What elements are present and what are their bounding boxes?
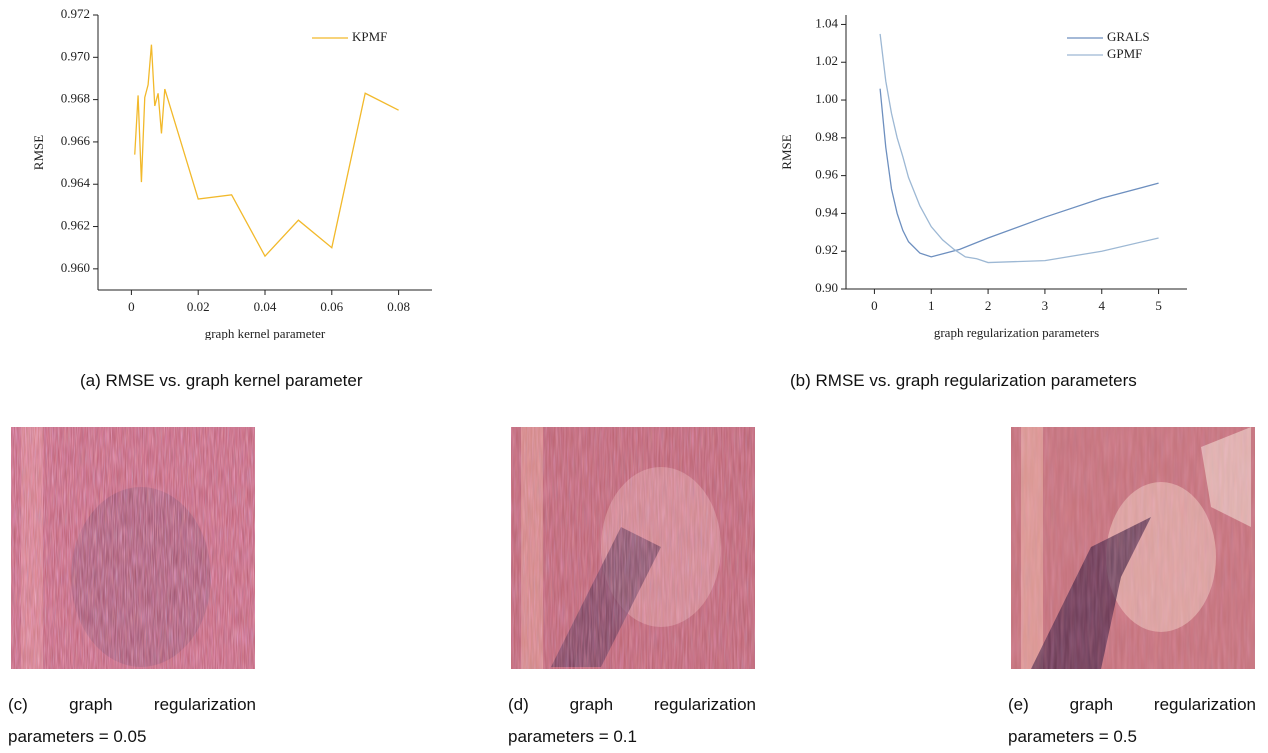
x-tick-label: 0 xyxy=(128,299,135,314)
caption-line: (c) graph regularization xyxy=(8,689,256,721)
caption: (b) RMSE vs. graph regularization parame… xyxy=(790,371,1137,391)
image xyxy=(1011,427,1255,669)
y-tick-label: 1.00 xyxy=(815,91,838,106)
legend-label: KPMF xyxy=(352,29,387,44)
page: 0.9600.9620.9640.9660.9680.9700.97200.02… xyxy=(0,0,1268,752)
x-tick-label: 2 xyxy=(985,298,992,313)
y-axis-label: RMSE xyxy=(31,135,46,170)
x-tick-label: 0 xyxy=(871,298,878,313)
y-tick-label: 0.92 xyxy=(815,242,838,257)
series-line xyxy=(880,89,1158,257)
series-line xyxy=(135,45,399,257)
caption: (a) RMSE vs. graph kernel parameter xyxy=(80,371,363,391)
y-tick-label: 0.94 xyxy=(815,204,838,219)
y-tick-label: 0.96 xyxy=(815,167,838,182)
y-tick-label: 0.964 xyxy=(61,175,91,190)
y-axis-label: RMSE xyxy=(779,134,794,169)
x-axis-label: graph regularization parameters xyxy=(934,325,1099,340)
x-tick-label: 3 xyxy=(1042,298,1049,313)
series-line xyxy=(880,34,1158,263)
x-tick-label: 0.02 xyxy=(187,299,210,314)
y-tick-label: 0.966 xyxy=(61,133,91,148)
caption-line: parameters = 0.5 xyxy=(1008,721,1256,753)
y-tick-label: 0.970 xyxy=(61,48,90,63)
x-tick-label: 4 xyxy=(1099,298,1106,313)
x-tick-label: 0.04 xyxy=(254,299,277,314)
y-tick-label: 0.90 xyxy=(815,280,838,295)
y-tick-label: 1.02 xyxy=(815,53,838,68)
y-tick-label: 0.972 xyxy=(61,6,90,21)
legend-label: GPMF xyxy=(1107,46,1142,61)
image xyxy=(511,427,755,669)
y-tick-label: 1.04 xyxy=(815,15,838,30)
caption-line: parameters = 0.05 xyxy=(8,721,256,753)
x-tick-label: 5 xyxy=(1155,298,1162,313)
caption-line: parameters = 0.1 xyxy=(508,721,756,753)
x-tick-label: 1 xyxy=(928,298,935,313)
caption-line: (e) graph regularization xyxy=(1008,689,1256,721)
legend-label: GRALS xyxy=(1107,29,1150,44)
y-tick-label: 0.960 xyxy=(61,260,90,275)
y-tick-label: 0.98 xyxy=(815,129,838,144)
x-tick-label: 0.06 xyxy=(320,299,343,314)
y-tick-label: 0.968 xyxy=(61,91,90,106)
x-axis-label: graph kernel parameter xyxy=(205,326,326,340)
caption-line: (d) graph regularization xyxy=(508,689,756,721)
y-tick-label: 0.962 xyxy=(61,218,90,233)
x-tick-label: 0.08 xyxy=(387,299,410,314)
image xyxy=(11,427,255,669)
